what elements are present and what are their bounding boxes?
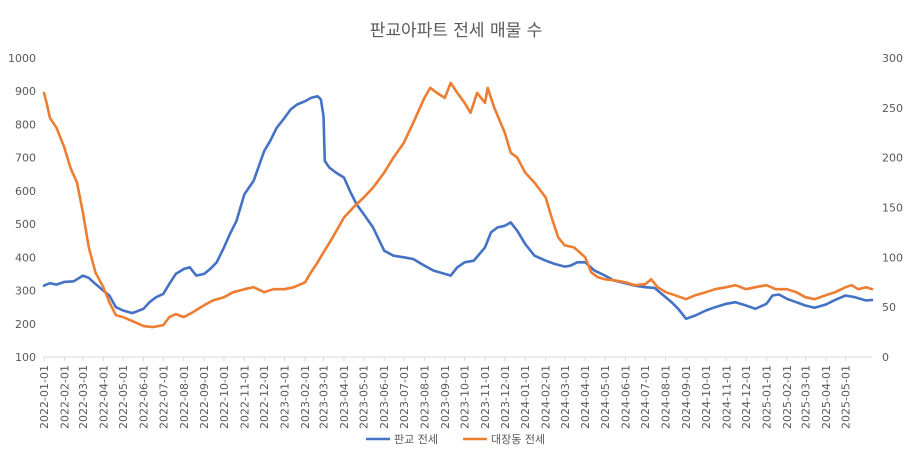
x-tick-label: 2023-08-01 [418,365,431,429]
x-tick-label: 2022-08-01 [178,365,191,429]
chart-title: 판교아파트 전세 매물 수 [370,21,543,41]
y-left-tick-label: 200 [15,318,36,331]
series-group [42,81,874,329]
y-left-tick-label: 100 [15,351,36,364]
x-tick-label: 2023-01-01 [279,365,292,429]
x-tick-label: 2024-08-01 [660,365,673,429]
y-left-tick-label: 500 [15,218,36,231]
x-tick-label: 2023-09-01 [439,365,452,429]
y-right-tick-label: 200 [882,152,903,165]
x-tick-label: 2024-10-01 [700,365,713,429]
y-right-tick-label: 100 [882,251,903,264]
x-tick-label: 2025-02-01 [781,365,794,429]
x-tick-label: 2024-05-01 [599,365,612,429]
x-tick-label: 2023-02-01 [299,365,312,429]
x-tick-label: 2025-04-01 [820,365,833,429]
x-tick-label: 2024-12-01 [740,365,753,429]
series-line-1 [42,94,874,321]
x-tick-label: 2024-11-01 [720,365,733,429]
x-tick-label: 2022-07-01 [157,365,170,429]
x-axis: 2022-01-01 2022-02-01 2022-03-01 2022-04-01… [38,357,853,429]
x-tick-label: 2023-10-01 [459,365,472,429]
y-right-tick-label: 300 [882,52,903,65]
y-right-tick-label: 0 [882,351,889,364]
x-tick-label: 2024-04-01 [579,365,592,429]
x-tick-label: 2024-03-01 [559,365,572,429]
y-right-tick-label: 150 [882,202,903,215]
x-tick-label: 2024-07-01 [639,365,652,429]
x-tick-label: 2022-12-01 [258,365,271,429]
x-tick-label: 2024-09-01 [680,365,693,429]
legend: 판교 전세 대장동 전세 [366,433,545,446]
x-tick-label: 2023-12-01 [499,365,512,429]
y-right-tick-label: 250 [882,102,903,115]
y-left-tick-label: 300 [15,285,36,298]
x-tick-label: 2024-01-01 [519,365,532,429]
y-axis-left: 100 200 300 400 500 600 700 800 900 1000 [8,52,36,364]
x-tick-label: 2022-01-01 [38,365,51,429]
x-tick-label: 2023-06-01 [378,365,391,429]
y-left-tick-label: 400 [15,251,36,264]
legend-label-2: 대장동 전세 [491,433,545,446]
legend-label-1: 판교 전세 [394,433,438,446]
y-right-tick-label: 50 [882,301,896,314]
x-tick-label: 2022-03-01 [77,365,90,429]
x-tick-label: 2025-05-01 [840,365,853,429]
series-line-2 [42,81,874,329]
y-left-tick-label: 600 [15,185,36,198]
x-tick-label: 2022-11-01 [238,365,251,429]
x-tick-label: 2025-01-01 [761,365,774,429]
x-tick-label: 2023-07-01 [398,365,411,429]
x-tick-label: 2022-02-01 [58,365,71,429]
x-tick-label: 2023-11-01 [479,365,492,429]
x-tick-label: 2025-03-01 [799,365,812,429]
x-tick-label: 2023-04-01 [338,365,351,429]
y-left-tick-label: 900 [15,85,36,98]
x-tick-label: 2022-05-01 [117,365,130,429]
x-tick-label: 2022-10-01 [218,365,231,429]
y-left-tick-label: 800 [15,118,36,131]
x-tick-label: 2022-04-01 [97,365,110,429]
y-axis-right: 0 50 100 150 200 250 300 [882,52,903,364]
y-left-tick-label: 700 [15,152,36,165]
x-tick-label: 2023-03-01 [318,365,331,429]
y-left-tick-label: 1000 [8,52,36,65]
x-tick-label: 2024-06-01 [619,365,632,429]
x-tick-label: 2024-02-01 [540,365,553,429]
x-tick-label: 2023-05-01 [358,365,371,429]
x-tick-label: 2022-06-01 [138,365,151,429]
x-tick-label: 2022-09-01 [198,365,211,429]
